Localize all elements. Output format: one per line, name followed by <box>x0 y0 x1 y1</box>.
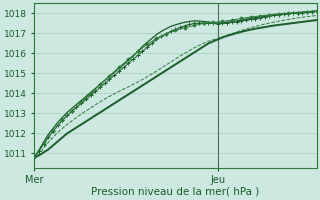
X-axis label: Pression niveau de la mer( hPa ): Pression niveau de la mer( hPa ) <box>91 187 260 197</box>
